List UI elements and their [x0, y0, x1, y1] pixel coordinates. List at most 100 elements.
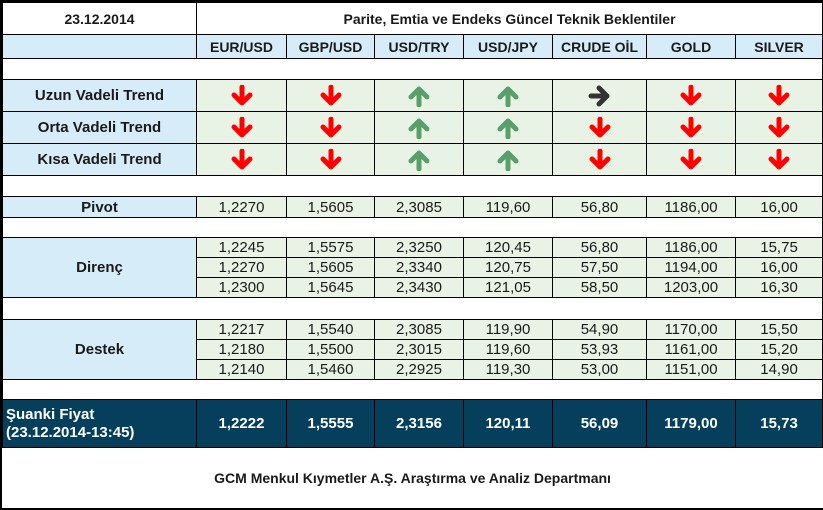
current-price-value: 1,5555: [286, 399, 375, 448]
pivot-value: 1,5605: [286, 196, 375, 218]
title-row: 23.12.2014 Parite, Emtia ve Endeks Günce…: [2, 2, 823, 35]
arrow-down-icon: [588, 116, 612, 137]
column-header-crude-oi-l: CRUDE OİL: [552, 34, 647, 59]
support-value: 1151,00: [646, 359, 736, 380]
spacer-cell: [1, 217, 823, 238]
trend-label: Uzun Vadeli Trend: [2, 79, 197, 112]
footer-credit: GCM Menkul Kıymetler A.Ş. Araştırma ve A…: [2, 447, 823, 508]
footer-row: GCM Menkul Kıymetler A.Ş. Araştırma ve A…: [2, 447, 823, 508]
column-header-row: EUR/USD GBP/USD USD/TRY USD/JPY CRUDE OİL GOL…: [2, 34, 823, 59]
resistance-value: 2,3340: [374, 257, 464, 278]
resistance-value: 1,5575: [286, 237, 375, 258]
trend-cell: [374, 111, 464, 144]
arrow-right-icon: [588, 85, 612, 106]
spacer-row: [1, 297, 823, 320]
spacer-row: [1, 175, 823, 197]
resistance-value: 1194,00: [646, 257, 736, 278]
spacer-row: [1, 217, 823, 238]
support-label: Destek: [2, 319, 197, 380]
trend-cell: [374, 143, 464, 176]
arrow-up-icon: [407, 118, 431, 139]
arrow-down-icon: [230, 84, 254, 105]
report-date: 23.12.2014: [2, 2, 197, 35]
support-value: 1,5460: [286, 359, 375, 380]
arrow-down-icon: [319, 148, 343, 169]
trend-label: Kısa Vadeli Trend: [2, 143, 197, 176]
arrow-down-icon: [588, 148, 612, 169]
arrow-down-icon: [679, 116, 703, 137]
resistance-value: 1203,00: [646, 277, 736, 298]
trend-cell: [734, 111, 823, 144]
trend-row: Uzun Vadeli Trend: [2, 79, 823, 112]
resistance-value: 15,75: [734, 237, 823, 258]
resistance-value: 120,45: [463, 237, 553, 258]
trend-cell: [196, 79, 287, 112]
trend-cell: [552, 79, 647, 112]
resistance-value: 1,2300: [196, 277, 287, 298]
column-header-gold: GOLD: [646, 34, 736, 59]
arrow-down-icon: [319, 84, 343, 105]
trend-cell: [552, 111, 647, 144]
support-value: 54,90: [552, 319, 647, 340]
resistance-row: 1,2300 1,5645 2,3430 121,05 58,50 1203,00 16,3…: [3, 277, 823, 298]
resistance-value: 2,3250: [374, 237, 464, 258]
support-row: 1,2180 1,5500 2,3015 119,60 53,93 1161,00 15,2…: [3, 339, 823, 360]
arrow-down-icon: [767, 116, 791, 137]
spacer-cell: [1, 379, 823, 400]
support-value: 2,2925: [374, 359, 464, 380]
trend-cell: [374, 79, 464, 112]
arrow-down-icon: [319, 116, 343, 137]
pivot-row: Pivot 1,2270 1,5605 2,3085 119,60 56,80 1186,0…: [2, 196, 823, 218]
resistance-value: 1186,00: [646, 237, 736, 258]
resistance-value: 16,00: [734, 257, 823, 278]
column-header-eur-usd: EUR/USD: [196, 34, 287, 59]
current-price-value: 2,3156: [374, 399, 464, 448]
resistance-value: 1,5645: [286, 277, 375, 298]
resistance-value: 120,75: [463, 257, 553, 278]
spacer-row: [1, 379, 823, 400]
spacer-cell: [1, 58, 823, 80]
trend-cell: [196, 143, 287, 176]
arrow-down-icon: [767, 84, 791, 105]
support-value: 1170,00: [646, 319, 736, 340]
support-value: 1,5540: [286, 319, 375, 340]
trend-cell: [286, 111, 375, 144]
support-value: 119,30: [463, 359, 553, 380]
support-value: 1,2217: [196, 319, 287, 340]
support-value: 53,93: [552, 339, 647, 360]
resistance-value: 1,2245: [196, 237, 287, 258]
trend-cell: [734, 79, 823, 112]
pivot-value: 119,60: [463, 196, 553, 218]
pivot-value: 1,2270: [196, 196, 287, 218]
trend-cell: [196, 111, 287, 144]
support-value: 1,2180: [196, 339, 287, 360]
support-value: 53,00: [552, 359, 647, 380]
trend-cell: [646, 79, 736, 112]
resistance-value: 1,5605: [286, 257, 375, 278]
trend-cell: [463, 79, 553, 112]
pivot-value: 56,80: [552, 196, 647, 218]
support-value: 119,60: [463, 339, 553, 360]
support-value: 15,50: [734, 319, 823, 340]
arrow-up-icon: [407, 150, 431, 171]
arrow-down-icon: [230, 148, 254, 169]
current-price-row: Şuanki Fiyat (23.12.2014-13:45) 1,2222 1,55…: [2, 399, 823, 448]
current-price-value: 1,2222: [196, 399, 287, 448]
resistance-value: 16,30: [734, 277, 823, 298]
pivot-value: 1186,00: [646, 196, 736, 218]
support-value: 119,90: [463, 319, 553, 340]
trend-label: Orta Vadeli Trend: [2, 111, 197, 144]
arrow-up-icon: [496, 118, 520, 139]
current-price-value: 56,09: [552, 399, 647, 448]
trend-cell: [463, 111, 553, 144]
resistance-value: 57,50: [552, 257, 647, 278]
pivot-label: Pivot: [2, 196, 197, 218]
current-price-value: 120,11: [463, 399, 553, 448]
resistance-label: Direnç: [2, 237, 197, 298]
resistance-row: Direnç 1,2245 1,5575 2,3250 120,45 56,80 1186,…: [2, 237, 823, 298]
support-value: 1,2140: [196, 359, 287, 380]
support-value: 2,3085: [374, 319, 464, 340]
support-row: 1,2140 1,5460 2,2925 119,30 53,00 1151,00 14,9…: [3, 359, 823, 380]
spacer-row: [1, 58, 823, 80]
current-price-title: Şuanki Fiyat: [6, 405, 95, 423]
